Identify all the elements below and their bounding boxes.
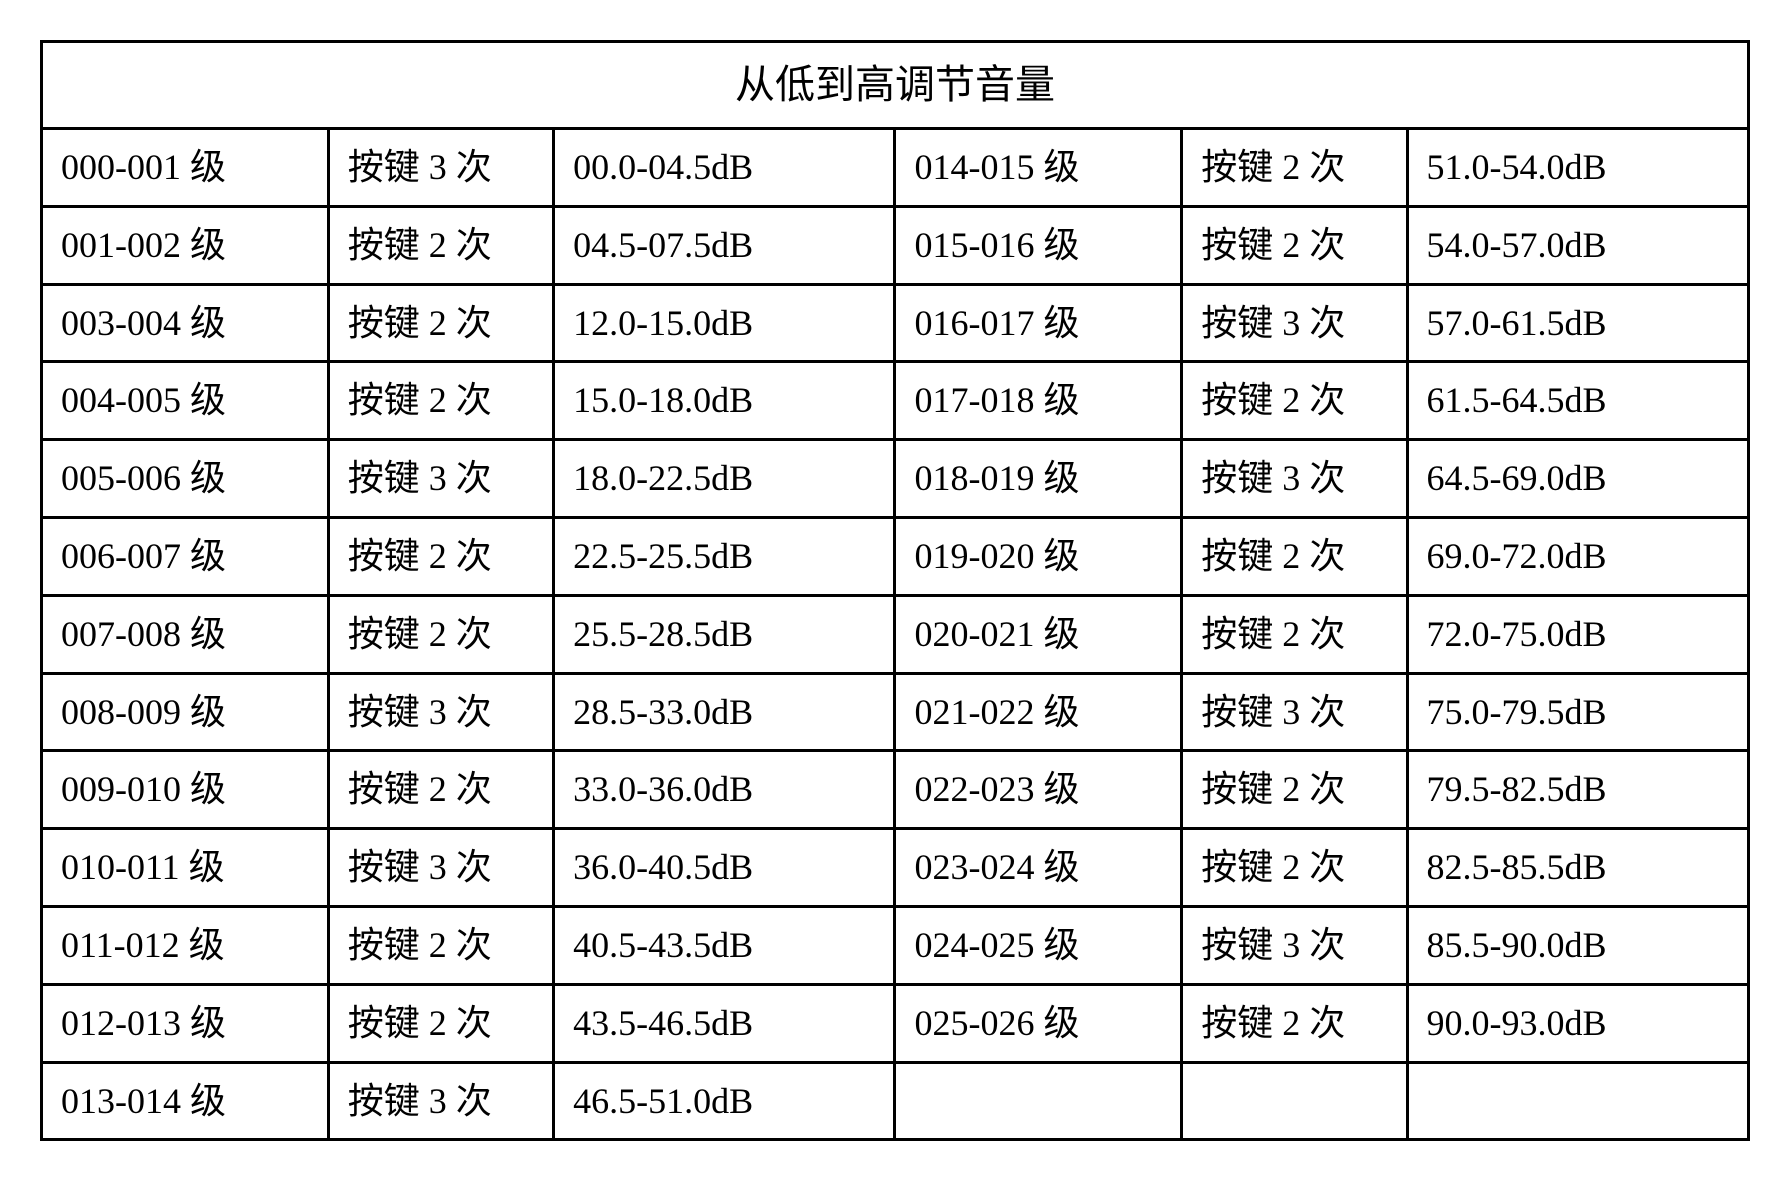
db-cell: 69.0-72.0dB <box>1407 517 1748 595</box>
table-row: 013-014 级按键 3 次46.5-51.0dB <box>42 1062 1749 1140</box>
db-cell: 46.5-51.0dB <box>554 1062 895 1140</box>
level-cell: 009-010 级 <box>42 751 329 829</box>
press-cell: 按键 2 次 <box>1182 362 1407 440</box>
level-cell: 012-013 级 <box>42 984 329 1062</box>
press-cell: 按键 3 次 <box>1182 440 1407 518</box>
press-cell: 按键 2 次 <box>328 517 553 595</box>
db-cell: 28.5-33.0dB <box>554 673 895 751</box>
table-row: 001-002 级按键 2 次04.5-07.5dB015-016 级按键 2 … <box>42 206 1749 284</box>
press-cell: 按键 2 次 <box>1182 517 1407 595</box>
press-cell: 按键 2 次 <box>1182 829 1407 907</box>
press-cell: 按键 3 次 <box>1182 284 1407 362</box>
db-cell: 82.5-85.5dB <box>1407 829 1748 907</box>
press-cell: 按键 3 次 <box>1182 673 1407 751</box>
table-row: 009-010 级按键 2 次33.0-36.0dB022-023 级按键 2 … <box>42 751 1749 829</box>
press-cell: 按键 3 次 <box>328 129 553 207</box>
level-cell: 007-008 级 <box>42 595 329 673</box>
level-cell: 017-018 级 <box>895 362 1182 440</box>
table-row: 007-008 级按键 2 次25.5-28.5dB020-021 级按键 2 … <box>42 595 1749 673</box>
level-cell: 010-011 级 <box>42 829 329 907</box>
db-cell: 15.0-18.0dB <box>554 362 895 440</box>
table-row: 000-001 级按键 3 次00.0-04.5dB014-015 级按键 2 … <box>42 129 1749 207</box>
db-cell: 33.0-36.0dB <box>554 751 895 829</box>
table-row: 005-006 级按键 3 次18.0-22.5dB018-019 级按键 3 … <box>42 440 1749 518</box>
level-cell: 023-024 级 <box>895 829 1182 907</box>
press-cell: 按键 3 次 <box>328 1062 553 1140</box>
db-cell: 90.0-93.0dB <box>1407 984 1748 1062</box>
press-cell: 按键 2 次 <box>1182 595 1407 673</box>
db-cell: 22.5-25.5dB <box>554 517 895 595</box>
press-cell: 按键 2 次 <box>1182 984 1407 1062</box>
level-cell: 015-016 级 <box>895 206 1182 284</box>
volume-table: 从低到高调节音量 000-001 级按键 3 次00.0-04.5dB014-0… <box>40 40 1750 1141</box>
db-cell: 72.0-75.0dB <box>1407 595 1748 673</box>
level-cell: 013-014 级 <box>42 1062 329 1140</box>
db-cell: 75.0-79.5dB <box>1407 673 1748 751</box>
level-cell: 001-002 级 <box>42 206 329 284</box>
press-cell: 按键 3 次 <box>328 440 553 518</box>
db-cell: 57.0-61.5dB <box>1407 284 1748 362</box>
press-cell: 按键 3 次 <box>1182 906 1407 984</box>
table-title: 从低到高调节音量 <box>42 42 1749 129</box>
db-cell: 51.0-54.0dB <box>1407 129 1748 207</box>
db-cell: 85.5-90.0dB <box>1407 906 1748 984</box>
db-cell: 12.0-15.0dB <box>554 284 895 362</box>
level-cell: 008-009 级 <box>42 673 329 751</box>
level-cell: 000-001 级 <box>42 129 329 207</box>
level-cell: 006-007 级 <box>42 517 329 595</box>
press-cell <box>1182 1062 1407 1140</box>
db-cell: 36.0-40.5dB <box>554 829 895 907</box>
level-cell: 004-005 级 <box>42 362 329 440</box>
db-cell <box>1407 1062 1748 1140</box>
press-cell: 按键 2 次 <box>328 284 553 362</box>
press-cell: 按键 2 次 <box>328 206 553 284</box>
level-cell: 024-025 级 <box>895 906 1182 984</box>
press-cell: 按键 2 次 <box>328 362 553 440</box>
press-cell: 按键 2 次 <box>328 751 553 829</box>
press-cell: 按键 2 次 <box>1182 751 1407 829</box>
level-cell: 018-019 级 <box>895 440 1182 518</box>
table-header-row: 从低到高调节音量 <box>42 42 1749 129</box>
db-cell: 61.5-64.5dB <box>1407 362 1748 440</box>
press-cell: 按键 3 次 <box>328 829 553 907</box>
level-cell: 005-006 级 <box>42 440 329 518</box>
page: 从低到高调节音量 000-001 级按键 3 次00.0-04.5dB014-0… <box>40 40 1750 1141</box>
level-cell: 003-004 级 <box>42 284 329 362</box>
level-cell: 019-020 级 <box>895 517 1182 595</box>
press-cell: 按键 2 次 <box>328 984 553 1062</box>
press-cell: 按键 2 次 <box>1182 206 1407 284</box>
table-row: 003-004 级按键 2 次12.0-15.0dB016-017 级按键 3 … <box>42 284 1749 362</box>
level-cell <box>895 1062 1182 1140</box>
level-cell: 016-017 级 <box>895 284 1182 362</box>
table-row: 006-007 级按键 2 次22.5-25.5dB019-020 级按键 2 … <box>42 517 1749 595</box>
table-row: 011-012 级按键 2 次40.5-43.5dB024-025 级按键 3 … <box>42 906 1749 984</box>
press-cell: 按键 2 次 <box>328 595 553 673</box>
level-cell: 021-022 级 <box>895 673 1182 751</box>
press-cell: 按键 3 次 <box>328 673 553 751</box>
db-cell: 79.5-82.5dB <box>1407 751 1748 829</box>
db-cell: 18.0-22.5dB <box>554 440 895 518</box>
db-cell: 54.0-57.0dB <box>1407 206 1748 284</box>
db-cell: 43.5-46.5dB <box>554 984 895 1062</box>
level-cell: 011-012 级 <box>42 906 329 984</box>
table-row: 010-011 级按键 3 次36.0-40.5dB023-024 级按键 2 … <box>42 829 1749 907</box>
table-body: 000-001 级按键 3 次00.0-04.5dB014-015 级按键 2 … <box>42 129 1749 1140</box>
table-row: 008-009 级按键 3 次28.5-33.0dB021-022 级按键 3 … <box>42 673 1749 751</box>
level-cell: 014-015 级 <box>895 129 1182 207</box>
db-cell: 40.5-43.5dB <box>554 906 895 984</box>
press-cell: 按键 2 次 <box>1182 129 1407 207</box>
db-cell: 25.5-28.5dB <box>554 595 895 673</box>
db-cell: 00.0-04.5dB <box>554 129 895 207</box>
table-row: 012-013 级按键 2 次43.5-46.5dB025-026 级按键 2 … <box>42 984 1749 1062</box>
press-cell: 按键 2 次 <box>328 906 553 984</box>
level-cell: 025-026 级 <box>895 984 1182 1062</box>
table-row: 004-005 级按键 2 次15.0-18.0dB017-018 级按键 2 … <box>42 362 1749 440</box>
level-cell: 022-023 级 <box>895 751 1182 829</box>
db-cell: 64.5-69.0dB <box>1407 440 1748 518</box>
db-cell: 04.5-07.5dB <box>554 206 895 284</box>
level-cell: 020-021 级 <box>895 595 1182 673</box>
